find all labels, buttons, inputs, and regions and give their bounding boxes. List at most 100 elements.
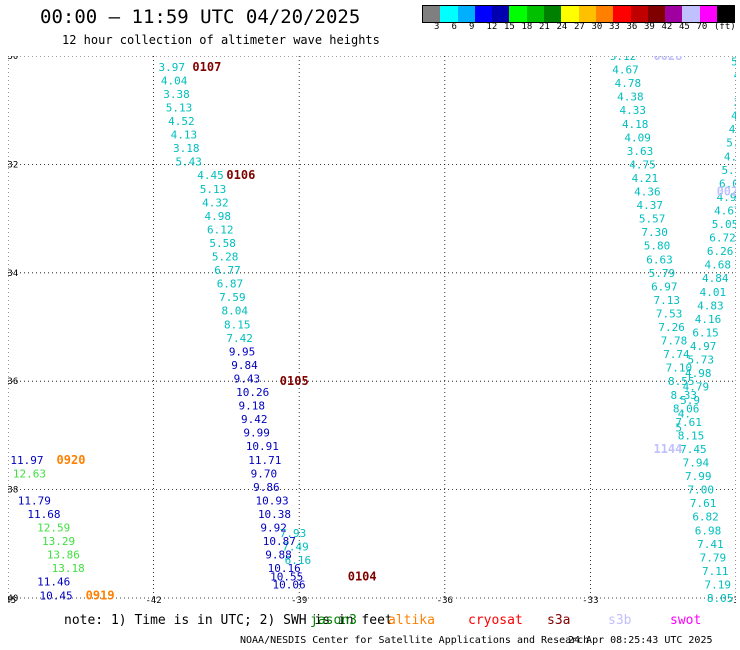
credit-text: NOAA/NESDIS Center for Satellite Applica… <box>240 635 590 646</box>
wave-height-value: 5.80 <box>644 240 671 253</box>
colorbar-swatch <box>682 6 700 22</box>
wave-height-value: 4.45 <box>197 169 224 182</box>
wave-height-value: 6.63 <box>646 253 673 266</box>
wave-height-value: 7.30 <box>641 226 668 239</box>
wave-height-value: 3.63 <box>627 145 654 158</box>
wave-height-value: 10.87 <box>263 535 296 548</box>
wave-height-value: 8.33 <box>670 389 697 402</box>
page-subtitle: 12 hour collection of altimeter wave hei… <box>62 33 380 47</box>
wave-height-value: 6.15 <box>692 326 719 339</box>
wave-height-value: 10.91 <box>246 440 279 453</box>
wave-height-value: 8.05 <box>707 592 734 604</box>
legend-entry: s3b <box>608 613 632 628</box>
wave-height-value: 4. <box>678 408 691 421</box>
wave-height-value: 4.98 <box>685 367 712 380</box>
wave-height-labels: 3.974.043.385.134.524.133.185.434.455.13… <box>10 56 736 604</box>
wave-height-value: 4.09 <box>624 131 651 144</box>
colorbar-label: 39 <box>644 22 655 32</box>
pass-label: 0105 <box>280 374 309 388</box>
colorbar-swatch <box>630 6 648 22</box>
wave-height-value: 10.38 <box>258 508 291 521</box>
pass-label: 0919 <box>86 588 115 602</box>
wave-height-value: 4.98 <box>205 210 232 223</box>
x-tick-label: -45 <box>8 596 16 604</box>
pass-label: 0028 <box>653 56 682 63</box>
wave-height-value: 6.12 <box>207 223 234 236</box>
colorbar-swatch <box>492 6 510 22</box>
wave-height-value: 7.11 <box>702 565 729 578</box>
colorbar-swatch <box>578 6 596 22</box>
wave-height-value: 4.84 <box>702 272 729 285</box>
wave-height-value: 7.10 <box>666 362 693 375</box>
wave-height-value: 4.52 <box>168 115 195 128</box>
wave-height-value: 6.16 <box>285 554 312 567</box>
wave-height-value: 12.63 <box>13 467 46 480</box>
wave-height-value: 9.84 <box>231 359 258 372</box>
colorbar-swatch <box>457 6 475 22</box>
colorbar-label: 3 <box>434 22 440 32</box>
wave-height-value: 3.34 <box>734 96 736 109</box>
wave-height-value: 5.79 <box>649 267 676 280</box>
colorbar-swatch <box>440 6 458 22</box>
wave-height-value: 7.59 <box>219 291 246 304</box>
wave-height-value: 4.33 <box>620 104 647 117</box>
wave-height-value: 6.98 <box>695 524 722 537</box>
wave-height-value: 8.55 <box>668 375 695 388</box>
wave-height-value: 3.97 <box>158 61 185 74</box>
wave-height-value: 11.79 <box>18 494 51 507</box>
colorbar-label: 21 <box>539 22 550 32</box>
wave-height-value: 7.94 <box>683 457 710 470</box>
wave-height-value: 6.77 <box>214 264 241 277</box>
wave-height-value: 10.23 <box>44 603 77 604</box>
satellite-legend: jason3 altika cryosat s3a s3b swot <box>0 613 740 629</box>
wave-height-value: 5.43 <box>175 156 202 169</box>
wave-height-value: 4.78 <box>615 77 642 90</box>
wave-height-value: 4.18 <box>622 118 649 131</box>
wave-height-value: 10.16 <box>268 562 301 575</box>
wave-height-value: 4.85 <box>724 150 736 163</box>
pass-label: 0920 <box>57 453 86 467</box>
timestamp-text: 24 Apr 08:25:43 UTC 2025 <box>568 635 713 646</box>
colorbar-label: 27 <box>574 22 585 32</box>
wave-height-value: 9.95 <box>229 345 256 358</box>
pass-label: 0027 <box>717 185 736 199</box>
wave-height-value: 4.04 <box>161 74 188 87</box>
wave-height-value: 3.18 <box>173 142 200 155</box>
wave-height-value: 4.33 <box>734 69 736 82</box>
pass-label: 1144 <box>653 442 682 456</box>
wave-height-value: 13.29 <box>42 535 75 548</box>
wave-height-value: 7.45 <box>680 443 707 456</box>
wave-height-value: 5 <box>675 421 682 434</box>
wave-height-value: 5.12 <box>721 164 736 177</box>
x-tick-label: -30 <box>728 596 736 604</box>
footer-note: note: 1) Time is in UTC; 2) SWH is in fe… <box>64 613 393 628</box>
wave-height-value: 7.41 <box>697 538 724 551</box>
wave-height-value: 5.07 <box>726 137 736 150</box>
pass-label: 0106 <box>226 168 255 182</box>
wave-height-value: 9.70 <box>251 467 278 480</box>
colorbar-label: 6 <box>451 22 457 32</box>
y-tick-label: -38 <box>8 486 18 496</box>
wave-height-value: 4.47 <box>731 110 736 123</box>
wave-height-value: 10.93 <box>256 494 289 507</box>
colorbar-swatch <box>699 6 718 22</box>
wave-height-value: 5.57 <box>639 213 666 226</box>
wave-height-value: 9.18 <box>239 400 265 413</box>
wave-height-value: 5.13 <box>166 101 193 114</box>
wave-height-value: 4.91 <box>717 191 736 204</box>
wave-height-value: 4.67 <box>612 64 639 77</box>
altimeter-map: -45 -42 -39 -36 -33 -30 -30 -32 -34 -36 -38 -40 3.9… <box>8 56 736 604</box>
wave-height-value: 4.21 <box>632 172 659 185</box>
legend-entry: altika <box>388 613 435 628</box>
axis-tick-labels: -45 -42 -39 -36 -33 -30 -30 -32 -34 -36 -38 -40 <box>8 56 736 604</box>
wave-height-value: 4.37 <box>637 199 664 212</box>
wave-height-value: 4.01 <box>700 286 727 299</box>
wave-height-value: 9.92 <box>260 522 287 535</box>
colorbar-label: 70 <box>696 22 708 32</box>
wave-height-value: 8.15 <box>224 318 251 331</box>
wave-height-value: 6.97 <box>651 280 678 293</box>
wave-height-value: 7.79 <box>700 551 727 564</box>
legend-entry: jason3 <box>310 613 357 628</box>
wave-height-value: 6.26 <box>707 245 734 258</box>
colorbar-label: 42 <box>661 22 673 32</box>
